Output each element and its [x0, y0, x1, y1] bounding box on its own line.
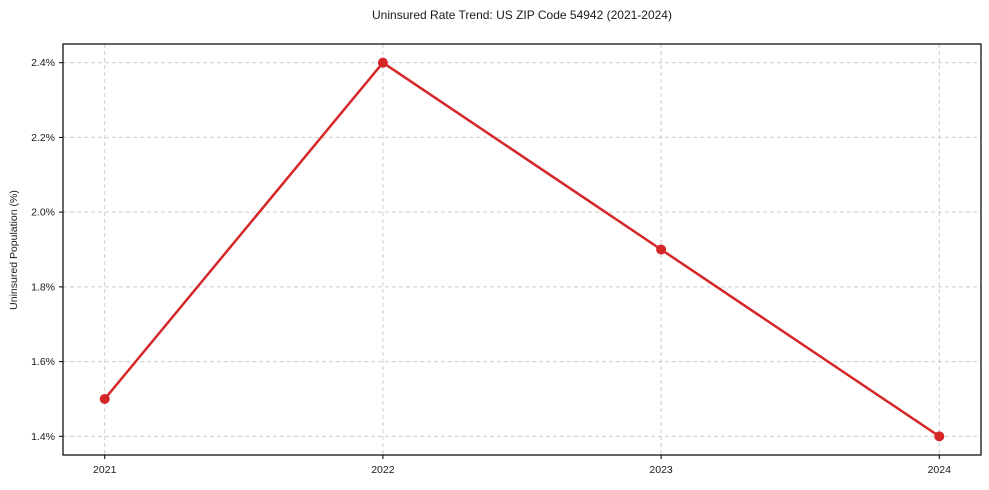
y-tick-label: 1.8% [31, 281, 55, 293]
data-point [377, 57, 388, 68]
x-tick-label: 2022 [371, 464, 395, 476]
chart-title: Uninsured Rate Trend: US ZIP Code 54942 … [372, 8, 672, 22]
data-point [656, 244, 667, 255]
x-tick-label: 2024 [928, 464, 952, 476]
y-tick-label: 2.0% [31, 207, 55, 219]
trend-line [103, 61, 941, 438]
x-tick-label: 2021 [93, 464, 117, 476]
data-point [934, 431, 945, 442]
y-tick-label: 2.4% [31, 57, 55, 69]
y-tick-label: 1.4% [31, 431, 55, 443]
x-tick-label: 2023 [649, 464, 673, 476]
y-tick-label: 2.2% [31, 132, 55, 144]
y-tick-label: 1.6% [31, 356, 55, 368]
plot-border [62, 43, 982, 456]
data-point [99, 393, 110, 404]
